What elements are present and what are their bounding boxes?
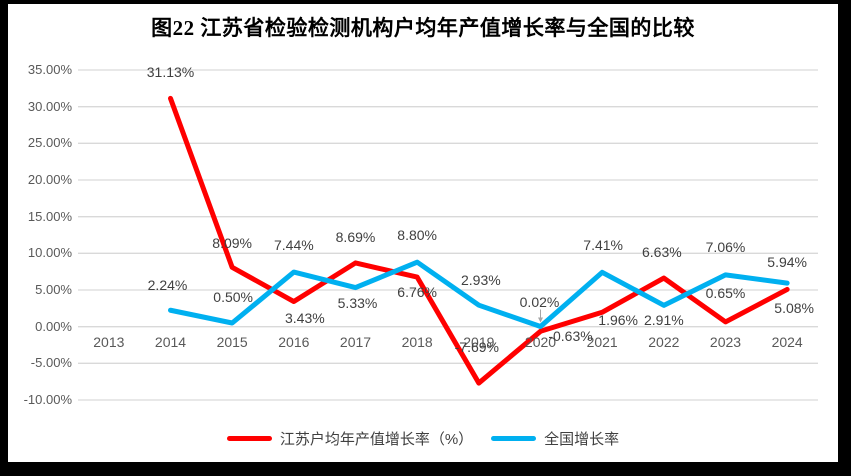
x-axis-tick-label: 2014 xyxy=(154,334,187,350)
data-label-national-2021: 7.41% xyxy=(583,237,624,254)
x-axis-tick-label: 2024 xyxy=(771,334,803,350)
legend: 江苏户均年产值增长率（%） 全国增长率 xyxy=(8,428,838,449)
data-label-national-2015: 0.50% xyxy=(213,289,254,305)
data-label-jiangsu-2019: -7.69% xyxy=(454,339,500,356)
y-axis-tick-label: 35.00% xyxy=(27,62,72,77)
data-label-national-2024: 5.94% xyxy=(767,254,808,271)
y-axis-tick-label: -5.00% xyxy=(30,355,72,371)
data-label-jiangsu-2017: 8.69% xyxy=(335,228,376,245)
x-axis-tick-label: 2023 xyxy=(709,334,742,350)
data-label-jiangsu-2022: 6.63% xyxy=(641,244,682,261)
data-label-jiangsu-2023: 0.65% xyxy=(705,284,746,301)
data-label-national-2018: 8.80% xyxy=(397,227,438,244)
data-label-national-2023: 7.06% xyxy=(705,238,746,255)
data-label-national-2017: 5.33% xyxy=(337,294,378,311)
data-label-national-2022: 2.91% xyxy=(643,312,684,329)
y-axis-tick-label: -10.00% xyxy=(23,392,72,407)
chart-title: 图22 江苏省检验检测机构户均年产值增长率与全国的比较 xyxy=(151,16,695,40)
legend-item-jiangsu: 江苏户均年产值增长率（%） xyxy=(226,428,474,449)
series-line-national xyxy=(168,259,790,330)
data-label-jiangsu-2016: 3.43% xyxy=(284,309,325,326)
x-axis-tick-label: 2017 xyxy=(339,334,372,350)
y-axis-tick-label: 0.00% xyxy=(35,318,72,334)
legend-swatch-national-line xyxy=(491,436,537,441)
chart-background xyxy=(8,4,838,462)
y-axis-tick-label: 25.00% xyxy=(27,135,72,151)
data-label-jiangsu-2020: -0.63% xyxy=(548,328,593,345)
x-axis-tick-label: 2016 xyxy=(278,334,310,350)
data-label-national-2016: 7.44% xyxy=(273,237,314,254)
legend-label-jiangsu: 江苏户均年产值增长率（%） xyxy=(279,431,474,448)
legend-swatch-jiangsu-line xyxy=(226,436,272,441)
callout-leader-arrow xyxy=(538,317,543,323)
y-axis-tick-label: 20.00% xyxy=(27,172,72,187)
data-label-national-2014: 2.24% xyxy=(147,277,188,294)
x-axis-tick-label: 2013 xyxy=(93,334,125,350)
y-axis-tick-label: 10.00% xyxy=(27,245,72,261)
x-axis-tick-label: 2018 xyxy=(401,334,433,350)
legend-label-national: 全国增长率 xyxy=(544,431,620,448)
data-label-national-2020: 0.02% xyxy=(519,293,560,310)
x-axis-tick-label: 2019 xyxy=(463,334,495,350)
y-axis-tick-label: 5.00% xyxy=(35,282,72,297)
x-axis-tick-label: 2015 xyxy=(216,334,248,350)
data-label-jiangsu-2024: 5.08% xyxy=(774,300,815,317)
data-label-jiangsu-2015: 8.09% xyxy=(212,235,253,252)
data-label-jiangsu-2018: 6.76% xyxy=(397,284,438,301)
data-label-national-2019: 2.93% xyxy=(460,272,501,289)
data-label-jiangsu-2021: 1.96% xyxy=(598,312,639,329)
x-axis-tick-label: 2020 xyxy=(524,334,557,350)
x-axis-tick-label: 2022 xyxy=(648,334,680,350)
y-axis-tick-label: 30.00% xyxy=(27,98,72,114)
y-axis-tick-label: 15.00% xyxy=(27,208,72,224)
data-label-jiangsu-2014: 31.13% xyxy=(146,64,195,81)
legend-item-national: 全国增长率 xyxy=(491,428,619,449)
x-axis-tick-label: 2021 xyxy=(586,334,618,350)
